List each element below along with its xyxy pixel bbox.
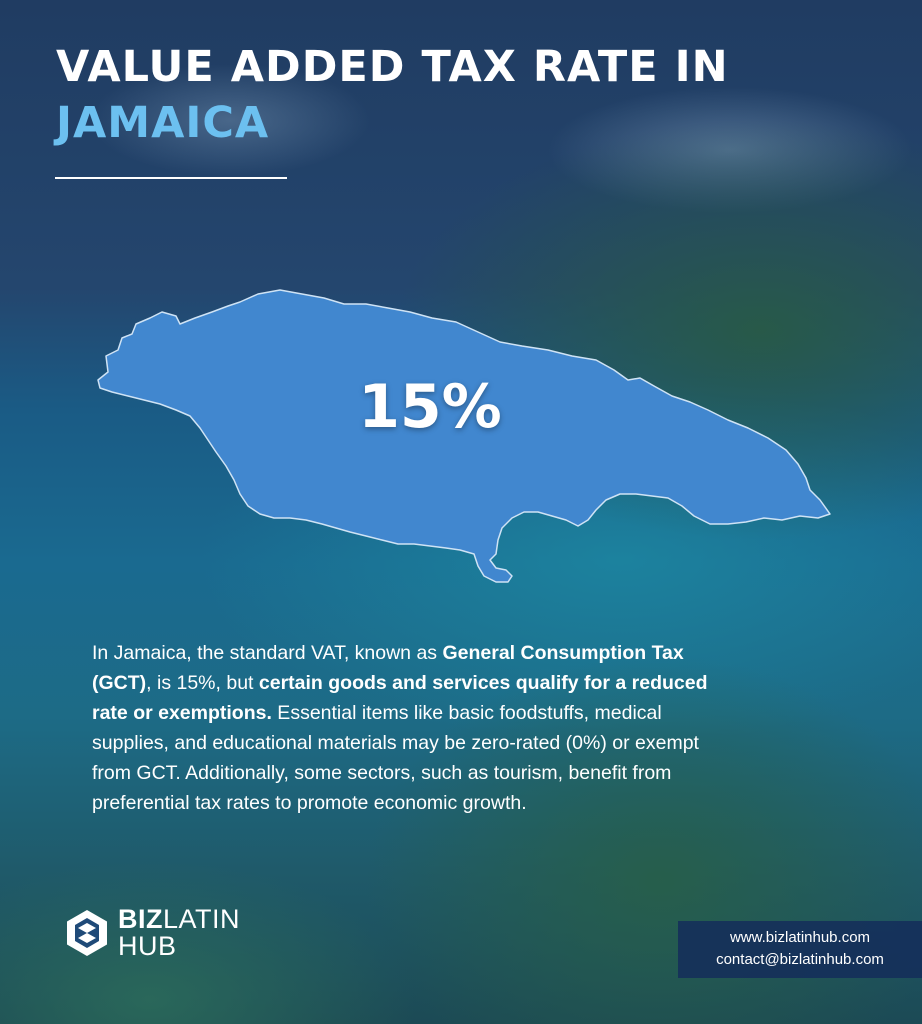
description-text-1: In Jamaica, the standard VAT, known as (92, 642, 443, 664)
description-bold-reduced: certain goods and services qualify for a… (92, 672, 708, 724)
logo-text-latin: LATIN (163, 904, 241, 934)
page-title: VALUE ADDED TAX RATE IN JAMAICA (56, 40, 729, 152)
title-underline (55, 177, 287, 179)
title-line-2-country: JAMAICA (56, 97, 270, 148)
jamaica-island-shape (97, 289, 831, 583)
bizlatinhub-logo: BIZLATIN HUB (64, 906, 240, 960)
contact-box: www.bizlatinhub.com contact@bizlatinhub.… (678, 921, 922, 978)
website-link[interactable]: www.bizlatinhub.com (729, 929, 871, 946)
logo-text-hub: HUB (118, 931, 177, 961)
vat-rate-label: 15% (358, 372, 502, 442)
email-link[interactable]: contact@bizlatinhub.com (716, 951, 884, 968)
description-bold-gct: General Consumption Tax (GCT) (92, 642, 684, 694)
logo-text-biz: BIZ (118, 904, 163, 934)
description-text-2: , is 15%, but (146, 672, 259, 694)
description-text-3: Essential items like basic foodstuffs, m… (92, 702, 699, 814)
title-line-1: VALUE ADDED TAX RATE IN (56, 42, 729, 92)
description-paragraph: In Jamaica, the standard VAT, known as G… (92, 638, 712, 818)
bizlatinhub-logo-icon (67, 910, 107, 956)
